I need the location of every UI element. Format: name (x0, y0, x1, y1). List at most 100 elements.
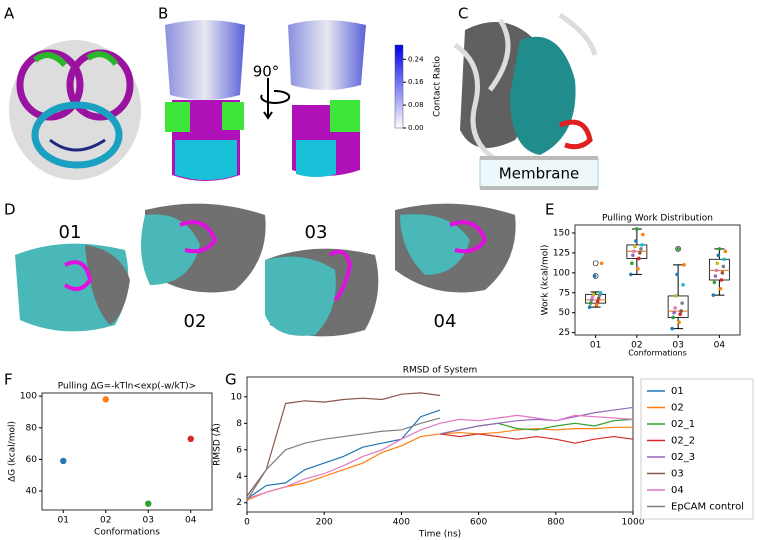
legend-label: 02_3 (671, 452, 695, 463)
series-line (246, 426, 633, 501)
data-point (714, 268, 719, 273)
data-point (641, 232, 645, 237)
data-point (594, 302, 599, 307)
y-tick-label: 10 (231, 392, 243, 402)
protein-render-a (9, 40, 141, 180)
y-tick-label: 150 (553, 228, 570, 238)
data-point (722, 257, 727, 262)
data-point (632, 249, 636, 254)
legend-label: 02_1 (671, 419, 695, 430)
colorbar-tick-label: 0.24 (408, 55, 424, 63)
data-point (721, 264, 726, 269)
data-point (639, 247, 643, 251)
data-point (717, 247, 722, 251)
data-point (598, 290, 603, 295)
y-axis-label: RMSD (Å) (211, 423, 223, 466)
data-point (637, 256, 641, 261)
x-axis-label: Time (ns) (418, 530, 461, 540)
series-line (439, 406, 634, 435)
data-point (631, 253, 635, 258)
x-tick-label: 01 (590, 341, 601, 351)
data-point (634, 239, 638, 243)
data-point (596, 296, 601, 301)
plot-frame (246, 376, 634, 513)
conformation-label: 01 (59, 222, 82, 243)
y-tick-label: 60 (26, 455, 38, 465)
x-tick-label: 0 (244, 518, 250, 528)
legend-label: 04 (671, 485, 684, 496)
y-tick-label: 75 (559, 288, 570, 298)
data-point (633, 244, 637, 249)
data-point (671, 315, 675, 320)
conformation-label: 03 (305, 222, 328, 243)
legend-label: EpCAM control (671, 502, 744, 513)
x-tick-label: 04 (714, 341, 726, 351)
data-point (187, 435, 194, 443)
data-point (676, 247, 680, 251)
data-point (716, 253, 721, 258)
box (667, 295, 689, 318)
series-line (439, 418, 634, 435)
series-line (246, 414, 634, 500)
x-tick-label: 01 (58, 516, 69, 526)
box (708, 258, 730, 281)
data-point (672, 310, 676, 315)
data-point (682, 263, 686, 267)
series-line (246, 409, 441, 500)
outlier (675, 246, 681, 252)
chart-title: Pulling Work Distribution (602, 214, 713, 224)
series-line (439, 433, 634, 444)
data-point (640, 243, 644, 247)
legend-box (640, 378, 754, 520)
colorbar-tick-label: 0.08 (408, 101, 424, 109)
x-axis-label: Conformations (94, 528, 160, 538)
data-point (720, 271, 725, 275)
y-tick-label: 100 (553, 268, 570, 278)
data-point (678, 312, 682, 317)
data-point (680, 301, 684, 305)
data-point (681, 282, 685, 287)
colorbar-tick-label: 0.16 (408, 78, 424, 86)
data-point (102, 396, 109, 403)
data-point (713, 274, 718, 278)
protein-render-c (453, 12, 599, 190)
data-point (630, 261, 634, 266)
legend-label: 03 (671, 469, 684, 480)
panel-label: C (458, 5, 468, 23)
plot-frame (41, 392, 213, 511)
data-point (599, 261, 604, 266)
data-point (145, 500, 152, 507)
protein-render-b (165, 20, 366, 181)
panel-label: E (545, 201, 554, 219)
data-point (673, 306, 677, 310)
colorbar (394, 44, 404, 129)
data-point (719, 278, 724, 282)
legend-label: 02_2 (671, 436, 695, 447)
data-point (679, 309, 683, 313)
panel-label: A (4, 5, 15, 23)
y-tick-label: 125 (553, 248, 570, 258)
data-point (635, 227, 639, 231)
data-point (595, 299, 600, 304)
rotation-label: 90° (253, 63, 280, 81)
chart-title: Pulling ΔG=-kTln<exp(-w/kT)> (58, 382, 196, 392)
data-point (592, 274, 597, 278)
colorbar-tick-label: 0.00 (408, 124, 424, 132)
data-point (723, 249, 728, 254)
data-point (638, 251, 642, 255)
y-tick-label: 2 (236, 498, 242, 508)
data-point (718, 286, 723, 291)
y-axis-label: Work (kcal/mol) (541, 245, 551, 316)
data-point (587, 305, 592, 309)
data-point (670, 326, 674, 331)
y-axis-label: ΔG (kcal/mol) (8, 421, 18, 482)
data-point (675, 272, 679, 277)
x-tick-label: 02 (100, 516, 111, 526)
data-point (711, 293, 716, 297)
panel-label: B (158, 5, 168, 23)
data-point (674, 294, 678, 298)
series-line (246, 392, 441, 497)
y-tick-label: 50 (559, 308, 571, 318)
data-point (677, 320, 681, 325)
